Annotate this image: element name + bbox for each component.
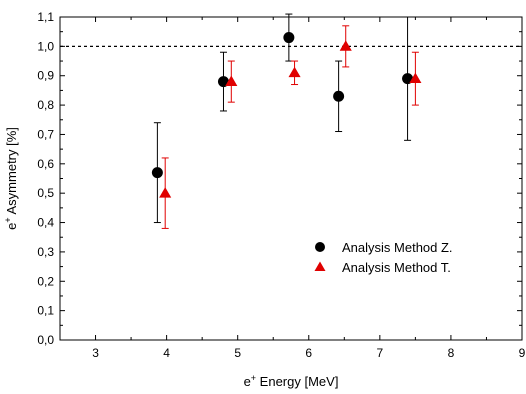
- data-point: [333, 90, 345, 102]
- y-tick-label: 0,4: [37, 216, 54, 230]
- y-axis-title: e+ Asymmetry [%]: [3, 127, 19, 230]
- legend-label: Analysis Method T.: [342, 260, 451, 275]
- data-point: [339, 40, 352, 51]
- y-tick-label: 0,9: [37, 69, 54, 83]
- series-1: [151, 13, 414, 224]
- x-tick-label: 3: [92, 346, 99, 360]
- data-point: [159, 187, 172, 198]
- plot-frame: [59, 16, 523, 341]
- x-tick-label: 4: [163, 346, 170, 360]
- x-tick-label: 6: [305, 346, 312, 360]
- y-tick-label: 0,2: [37, 274, 54, 288]
- y-tick-label: 0,7: [37, 127, 54, 141]
- legend-marker-triangle: [314, 261, 326, 271]
- legend-label: Analysis Method Z.: [342, 240, 453, 255]
- y-tick-label: 0,0: [37, 333, 54, 347]
- x-tick-label: 7: [377, 346, 384, 360]
- axes-layer: [59, 16, 523, 341]
- y-tick-label: 1,0: [37, 39, 54, 53]
- y-tick-label: 0,1: [37, 304, 54, 318]
- data-point: [288, 66, 301, 78]
- y-tick-label: 1,1: [37, 10, 54, 24]
- y-tick-label: 0,8: [37, 98, 54, 112]
- data-point: [283, 32, 295, 44]
- ticks-layer: 3 4 5 6 7 8 9 0,0 0,1 0,2 0,3 0,4 0,5 0,6 0,7 0,8 0,9 1,0…: [37, 10, 525, 360]
- series-2: [159, 25, 422, 229]
- y-tick-label: 0,6: [37, 157, 54, 171]
- legend-marker-circle: [315, 242, 325, 252]
- y-tick-label: 0,5: [37, 186, 54, 200]
- series-layer: [151, 13, 422, 229]
- y-tick-label: 0,3: [37, 245, 54, 259]
- data-point: [151, 167, 163, 179]
- x-tick-label: 8: [448, 346, 455, 360]
- legend: Analysis Method Z. Analysis Method T.: [314, 240, 453, 275]
- data-point: [409, 72, 422, 84]
- x-tick-label: 9: [519, 346, 526, 360]
- data-point: [225, 75, 238, 86]
- x-tick-label: 5: [234, 346, 241, 360]
- x-axis-title: e+ Energy [MeV]: [244, 373, 339, 389]
